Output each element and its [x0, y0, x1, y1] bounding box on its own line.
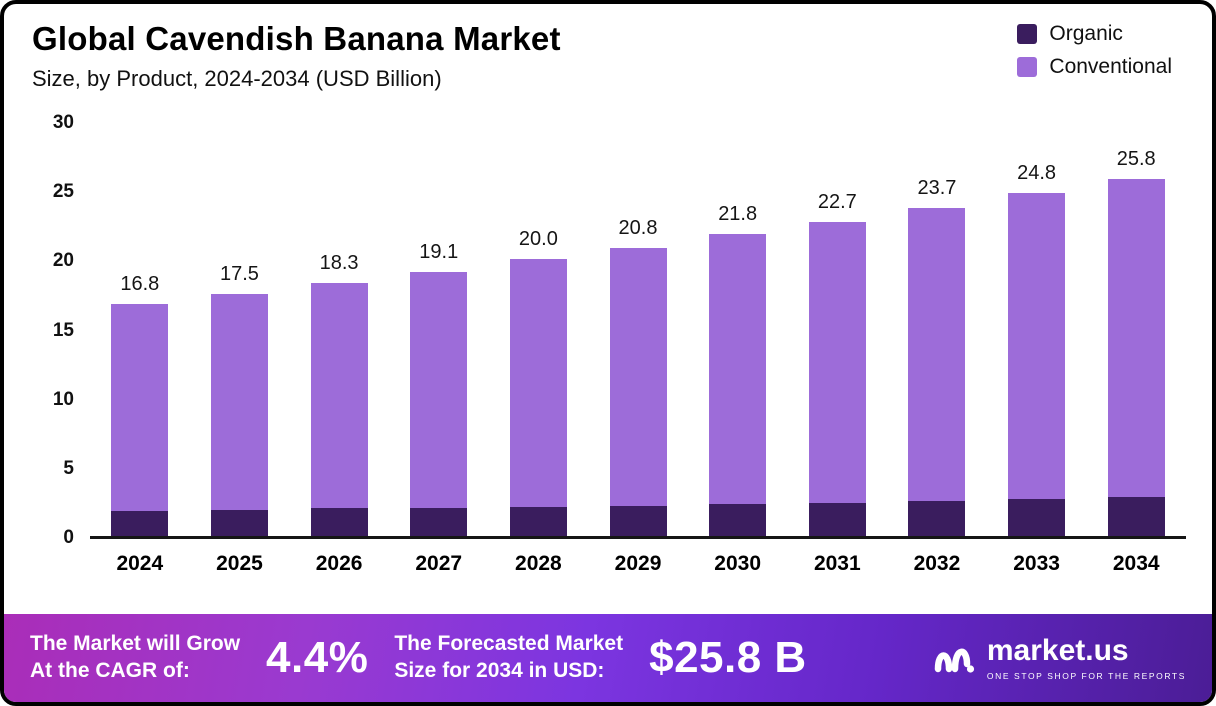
- segment-conventional: [609, 248, 667, 506]
- segment-organic: [908, 501, 966, 536]
- y-axis-tick: 25: [52, 181, 74, 203]
- legend: Organic Conventional: [1017, 22, 1172, 79]
- legend-swatch: [1017, 57, 1038, 77]
- bar-total-label: 16.8: [120, 272, 160, 295]
- segment-conventional: [1008, 192, 1066, 499]
- chart-header: Global Cavendish Banana Market Size, by …: [32, 20, 561, 92]
- bar-total-label: 23.7: [917, 177, 957, 200]
- legend-swatch: [1017, 24, 1038, 44]
- y-axis-tick: 5: [63, 457, 74, 479]
- segment-conventional: [310, 282, 368, 509]
- stacked-bar: [310, 282, 368, 536]
- segment-conventional: [1107, 179, 1165, 498]
- legend-label: Conventional: [1049, 55, 1172, 78]
- segment-organic: [609, 505, 667, 536]
- cagr-value: 4.4%: [266, 633, 369, 682]
- segment-conventional: [808, 222, 866, 503]
- x-axis-label: 2024: [116, 552, 164, 575]
- bar-total-label: 18.3: [319, 251, 359, 274]
- bar-total-label: 22.7: [817, 191, 857, 213]
- x-axis-label: 2030: [714, 552, 762, 575]
- legend-label: Organic: [1049, 22, 1123, 45]
- x-axis-label: 2027: [415, 552, 463, 575]
- x-axis-label: 2029: [614, 552, 662, 575]
- segment-conventional: [410, 271, 468, 509]
- segment-organic: [1008, 498, 1066, 536]
- segment-organic: [808, 502, 866, 536]
- bar-column: 16.8: [90, 124, 190, 536]
- segment-organic: [410, 508, 468, 536]
- brand-name: market.us: [986, 633, 1129, 667]
- y-axis: 0 5 10 15 20 25 30: [32, 112, 84, 548]
- x-axis-label: 2032: [913, 552, 961, 575]
- stacked-bar: [111, 303, 169, 536]
- market-us-logo-icon: [933, 638, 977, 679]
- bar-column: 17.5: [190, 124, 290, 536]
- y-axis-tick: 10: [52, 388, 74, 410]
- forecast-value: $25.8 B: [649, 633, 807, 682]
- x-axis-label: 2028: [515, 552, 562, 575]
- stacked-bar: [1008, 192, 1066, 536]
- segment-conventional: [509, 259, 567, 507]
- segment-organic: [111, 511, 169, 536]
- bar-total-label: 20.8: [618, 217, 658, 240]
- segment-organic: [709, 504, 767, 536]
- stacked-bar: [1107, 179, 1165, 536]
- segment-conventional: [111, 303, 169, 512]
- stacked-bar: [609, 248, 667, 536]
- legend-item: Conventional: [1017, 55, 1172, 79]
- bar-chart: 0 5 10 15 20 25 30 16.8 17.5 18.3 19.1 20.0 20.8 21.…: [32, 112, 1186, 548]
- brand-tagline: ONE STOP SHOP FOR THE REPORTS: [986, 670, 1186, 681]
- stacked-bar: [908, 208, 966, 536]
- stacked-bar: [509, 259, 567, 536]
- segment-organic: [310, 508, 368, 536]
- x-axis-label: 2033: [1013, 552, 1060, 575]
- bar-column: 23.7: [887, 124, 987, 536]
- x-axis-label: 2034: [1112, 552, 1160, 575]
- chart-subtitle: Size, by Product, 2024-2034 (USD Billion…: [32, 66, 442, 91]
- bar-column: 20.0: [489, 124, 589, 536]
- bar-total-label: 24.8: [1017, 161, 1057, 184]
- segment-conventional: [709, 234, 767, 505]
- y-axis-tick: 0: [63, 527, 74, 548]
- y-axis-tick: 15: [52, 319, 74, 341]
- bar-total-label: 21.8: [718, 203, 758, 226]
- bar-column: 18.3: [289, 124, 389, 536]
- segment-conventional: [908, 208, 966, 502]
- bar-total-label: 25.8: [1116, 148, 1156, 171]
- cagr-label: The Market will Grow At the CAGR of:: [30, 632, 241, 682]
- bar-column: 19.1: [389, 124, 489, 536]
- chart-title: Global Cavendish Banana Market: [32, 20, 561, 57]
- stacked-bar: [808, 222, 866, 536]
- bar-total-label: 17.5: [219, 262, 259, 285]
- x-axis: 2024 2025 2026 2027 2028 2029 2030 2031 2032 2033…: [90, 552, 1186, 576]
- bar-column: 22.7: [787, 124, 887, 536]
- segment-conventional: [210, 293, 268, 510]
- stacked-bar: [709, 234, 767, 536]
- legend-item: Organic: [1017, 22, 1172, 46]
- stats-banner: The Market will Grow At the CAGR of: 4.4…: [4, 614, 1212, 702]
- bar-column: 25.8: [1086, 124, 1186, 536]
- x-axis-label: 2026: [315, 552, 363, 575]
- bar-total-label: 20.0: [518, 228, 558, 251]
- forecast-label: The Forecasted Market Size for 2034 in U…: [394, 632, 624, 682]
- bar-column: 24.8: [987, 124, 1087, 536]
- segment-organic: [210, 509, 268, 536]
- brand-text: market.us ONE STOP SHOP FOR THE REPORTS: [986, 633, 1186, 681]
- bar-column: 20.8: [588, 124, 688, 536]
- y-axis-tick: 30: [52, 112, 74, 133]
- x-axis-label: 2031: [813, 552, 861, 575]
- bar-column: 21.8: [688, 124, 788, 536]
- market-us-logo: market.us ONE STOP SHOP FOR THE REPORTS: [933, 633, 1186, 681]
- segment-organic: [509, 506, 567, 536]
- stacked-bar: [210, 293, 268, 536]
- plot-area: 16.8 17.5 18.3 19.1 20.0 20.8 21.8 22.7 23.7 24.8…: [90, 124, 1186, 539]
- x-axis-label: 2025: [216, 552, 263, 575]
- stacked-bar: [410, 271, 468, 536]
- y-axis-tick: 20: [52, 250, 74, 272]
- segment-organic: [1107, 497, 1165, 536]
- bar-total-label: 19.1: [419, 240, 459, 263]
